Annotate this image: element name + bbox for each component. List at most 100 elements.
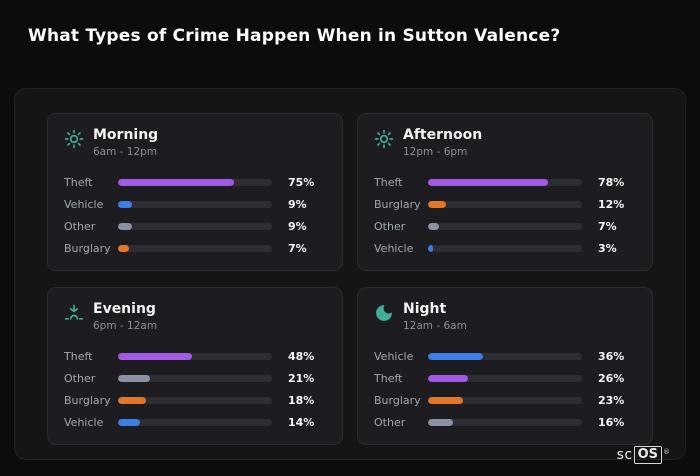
bar-fill xyxy=(428,418,453,426)
crime-label: Vehicle xyxy=(374,241,414,255)
bar-fill xyxy=(428,352,484,360)
card-header: Afternoon 12pm - 6pm xyxy=(374,127,634,158)
bar-track xyxy=(428,396,582,404)
bar-track xyxy=(428,244,582,252)
crime-percent: 9% xyxy=(288,219,307,233)
crime-row: Theft 26% xyxy=(374,367,634,389)
bar-track xyxy=(118,374,272,382)
crime-row: Other 16% xyxy=(374,411,634,433)
crime-row: Theft 48% xyxy=(64,345,324,367)
bar-fill xyxy=(118,244,129,252)
crime-percent: 78% xyxy=(598,175,625,189)
bar-fill xyxy=(428,200,447,208)
card-title: Evening xyxy=(93,301,156,317)
crime-rows: Vehicle 36% Theft 26% Burglary 23% Other xyxy=(374,345,634,433)
bar-track xyxy=(428,352,582,360)
bar-fill xyxy=(428,396,464,404)
bar-track xyxy=(428,178,582,186)
bar-fill xyxy=(118,374,151,382)
bar-fill xyxy=(118,418,140,426)
card-afternoon: Afternoon 12pm - 6pm Theft 78% Burglary … xyxy=(357,113,653,271)
bar-track xyxy=(428,200,582,208)
crime-row: Burglary 7% xyxy=(64,237,324,259)
bar-fill xyxy=(118,200,132,208)
logo-prefix: sc xyxy=(616,447,633,463)
crime-row: Burglary 23% xyxy=(374,389,634,411)
card-heading: Night 12am - 6am xyxy=(403,301,467,332)
bar-track xyxy=(118,396,272,404)
scos-logo: sc OS ® xyxy=(617,446,670,464)
crime-percent: 18% xyxy=(288,393,315,407)
sun-icon xyxy=(374,129,394,149)
bar-fill xyxy=(428,178,549,186)
bar-track xyxy=(118,178,272,186)
card-title: Night xyxy=(403,301,447,317)
bar-track xyxy=(118,222,272,230)
card-night: Night 12am - 6am Vehicle 36% Theft 26% B… xyxy=(357,287,653,445)
crime-percent: 23% xyxy=(598,393,625,407)
card-subtitle: 6am - 12pm xyxy=(93,146,158,158)
crime-percent: 7% xyxy=(598,219,617,233)
crime-percent: 9% xyxy=(288,197,307,211)
registered-mark: ® xyxy=(663,448,670,456)
crime-row: Vehicle 9% xyxy=(64,193,324,215)
bar-track xyxy=(118,200,272,208)
logo-box: OS xyxy=(633,446,662,464)
crime-row: Other 7% xyxy=(374,215,634,237)
crime-dashboard-panel: Morning 6am - 12pm Theft 75% Vehicle 9% … xyxy=(14,88,686,460)
crime-row: Burglary 18% xyxy=(64,389,324,411)
card-title: Afternoon xyxy=(403,127,483,143)
crime-percent: 3% xyxy=(598,241,617,255)
crime-label: Burglary xyxy=(374,197,421,211)
page-title: What Types of Crime Happen When in Sutto… xyxy=(28,26,561,46)
bar-fill xyxy=(428,374,469,382)
crime-label: Other xyxy=(64,371,96,385)
crime-row: Vehicle 36% xyxy=(374,345,634,367)
card-heading: Evening 6pm - 12am xyxy=(93,301,157,332)
crime-row: Other 9% xyxy=(64,215,324,237)
bar-fill xyxy=(118,352,192,360)
crime-percent: 7% xyxy=(288,241,307,255)
moon-icon xyxy=(376,305,392,321)
card-evening: Evening 6pm - 12am Theft 48% Other 21% B… xyxy=(47,287,343,445)
crime-percent: 12% xyxy=(598,197,625,211)
crime-percent: 75% xyxy=(288,175,315,189)
crime-label: Other xyxy=(64,219,96,233)
bar-track xyxy=(118,418,272,426)
card-subtitle: 12am - 6am xyxy=(403,320,467,332)
bar-track xyxy=(428,222,582,230)
crime-label: Theft xyxy=(64,349,93,363)
crime-row: Theft 75% xyxy=(64,171,324,193)
crime-label: Vehicle xyxy=(64,415,104,429)
crime-percent: 14% xyxy=(288,415,315,429)
bar-track xyxy=(118,352,272,360)
card-morning: Morning 6am - 12pm Theft 75% Vehicle 9% … xyxy=(47,113,343,271)
crime-row: Theft 78% xyxy=(374,171,634,193)
crime-percent: 48% xyxy=(288,349,315,363)
crime-label: Other xyxy=(374,219,406,233)
crime-label: Burglary xyxy=(64,241,111,255)
crime-label: Burglary xyxy=(374,393,421,407)
bar-fill xyxy=(428,222,439,230)
card-subtitle: 12pm - 6pm xyxy=(403,146,468,158)
crime-row: Burglary 12% xyxy=(374,193,634,215)
crime-row: Other 21% xyxy=(64,367,324,389)
bar-fill xyxy=(118,396,146,404)
crime-row: Vehicle 3% xyxy=(374,237,634,259)
sun-icon xyxy=(64,129,84,149)
crime-rows: Theft 75% Vehicle 9% Other 9% Burglary xyxy=(64,171,324,259)
crime-label: Vehicle xyxy=(64,197,104,211)
crime-percent: 36% xyxy=(598,349,625,363)
bar-fill xyxy=(118,222,132,230)
card-title: Morning xyxy=(93,127,159,143)
bar-fill xyxy=(118,178,234,186)
card-heading: Morning 6am - 12pm xyxy=(93,127,158,158)
crime-label: Vehicle xyxy=(374,349,414,363)
crime-rows: Theft 48% Other 21% Burglary 18% Vehicle xyxy=(64,345,324,433)
crime-percent: 26% xyxy=(598,371,625,385)
card-header: Evening 6pm - 12am xyxy=(64,301,324,332)
crime-percent: 21% xyxy=(288,371,315,385)
crime-label: Theft xyxy=(64,175,93,189)
crime-label: Theft xyxy=(374,371,403,385)
card-header: Night 12am - 6am xyxy=(374,301,634,332)
